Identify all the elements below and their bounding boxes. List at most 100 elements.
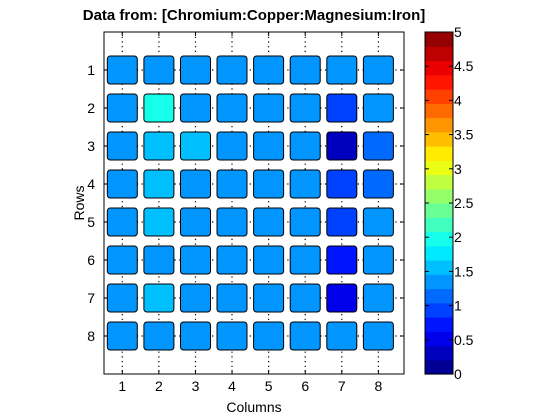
y-tick-label: 4 [87, 176, 95, 192]
y-tick-label: 5 [87, 214, 95, 230]
heatmap-cell [180, 169, 211, 199]
colorbar-segment [425, 89, 453, 104]
colorbar-segment [425, 274, 453, 290]
colorbar-segment [425, 60, 453, 76]
x-tick-label: 6 [301, 378, 309, 394]
heatmap-cell [326, 283, 358, 313]
heatmap-cell [143, 283, 175, 313]
colorbar-segment [425, 117, 453, 133]
heatmap-cell [143, 169, 175, 199]
y-axis-label: Rows [71, 185, 87, 220]
colorbar-segment [425, 331, 453, 347]
heatmap-cell [289, 169, 321, 199]
x-tick-label: 7 [338, 378, 346, 394]
x-tick-label: 3 [192, 378, 200, 394]
heatmap-cell [143, 55, 175, 85]
heatmap-cell [106, 131, 138, 161]
heatmap-cell [180, 321, 211, 351]
colorbar-segment [425, 345, 453, 361]
heatmap-cell [216, 131, 248, 161]
heatmap-cell [362, 283, 394, 313]
y-tick-label: 2 [87, 100, 95, 116]
heatmap-cell [143, 131, 175, 161]
x-axis-label: Columns [226, 399, 281, 415]
heatmap-cell [143, 321, 175, 351]
heatmap-cell [253, 321, 285, 351]
colorbar-segment [425, 74, 453, 90]
heatmap-cell [362, 93, 394, 123]
heatmap-cell [289, 93, 321, 123]
x-tick-label: 5 [265, 378, 273, 394]
heatmap-cell [289, 283, 321, 313]
heatmap-cell [253, 55, 285, 85]
heatmap-cell [326, 245, 358, 275]
colorbar-tick-label: 2 [454, 229, 462, 245]
colorbar-segment [425, 131, 453, 147]
heatmap-cell [180, 245, 211, 275]
heatmap-cell [253, 131, 285, 161]
colorbar-segment [425, 317, 453, 332]
heatmap-cell [106, 55, 138, 85]
colorbar-tick-label: 1 [454, 298, 462, 314]
x-tick-label: 4 [228, 378, 236, 394]
heatmap-cell [106, 245, 138, 275]
heatmap-cell [326, 169, 358, 199]
heatmap-cell [326, 131, 358, 161]
heatmap-cell [216, 207, 248, 237]
heatmap-cell [216, 321, 248, 351]
heatmap-cell [180, 283, 211, 313]
colorbar-segment [425, 245, 453, 261]
heatmap-cell [362, 131, 394, 161]
colorbar-segment [425, 160, 453, 176]
heatmap-cell [180, 131, 211, 161]
colorbar-tick-label: 5 [454, 24, 462, 40]
heatmap-cell [326, 55, 358, 85]
y-tick-label: 1 [87, 62, 95, 78]
colorbar-segment [425, 260, 453, 275]
heatmap-cell [289, 55, 321, 85]
colorbar-segment [425, 46, 453, 62]
heatmap-cell [106, 93, 138, 123]
colorbar-segment [425, 203, 453, 218]
colorbar-segment [425, 231, 453, 247]
heatmap-cell [143, 245, 175, 275]
x-tick-label: 1 [118, 378, 126, 394]
colorbar-segment [425, 288, 453, 304]
colorbar-segment [425, 32, 453, 47]
heatmap-cell [253, 93, 285, 123]
heatmap-cell [106, 321, 138, 351]
heatmap-cell [216, 283, 248, 313]
colorbar-segment [425, 302, 453, 318]
colorbar-frame [424, 31, 454, 375]
heatmap-cell [253, 169, 285, 199]
heatmap-cell [180, 207, 211, 237]
colorbar-tick-label: 0 [454, 366, 462, 382]
colorbar-tick-label: 1.5 [454, 263, 474, 279]
y-tick-label: 6 [87, 252, 95, 268]
heatmap-cell [326, 207, 358, 237]
colorbar-segment [425, 188, 453, 204]
heatmap-cell [216, 245, 248, 275]
heatmap-cell [362, 245, 394, 275]
heatmap-cell [180, 55, 211, 85]
heatmap-cell [289, 321, 321, 351]
x-tick-label: 8 [374, 378, 382, 394]
heatmap-cell [143, 93, 175, 123]
colorbar-tick-label: 3 [454, 161, 462, 177]
colorbar-tick-label: 4 [454, 92, 462, 108]
heatmap-cell [106, 207, 138, 237]
heatmap-cell [253, 207, 285, 237]
y-tick-label: 3 [87, 138, 95, 154]
plot-axes-box [103, 31, 405, 375]
heatmap-cell [216, 93, 248, 123]
heatmap-cell [180, 93, 211, 123]
heatmap-cell [326, 321, 358, 351]
colorbar-segment [425, 103, 453, 119]
heatmap-cell [106, 169, 138, 199]
heatmap-cell [253, 245, 285, 275]
axis-ticks: 1 2 3 4 5 6 7 8 1 2 3 4 5 6 7 8 [87, 32, 404, 394]
colorbar-tick-label: 0.5 [454, 332, 474, 348]
colorbar: 0 0.5 1 1.5 2 2.5 3 3.5 4 4.5 5 [425, 24, 474, 382]
colorbar-tick-label: 4.5 [454, 58, 474, 74]
